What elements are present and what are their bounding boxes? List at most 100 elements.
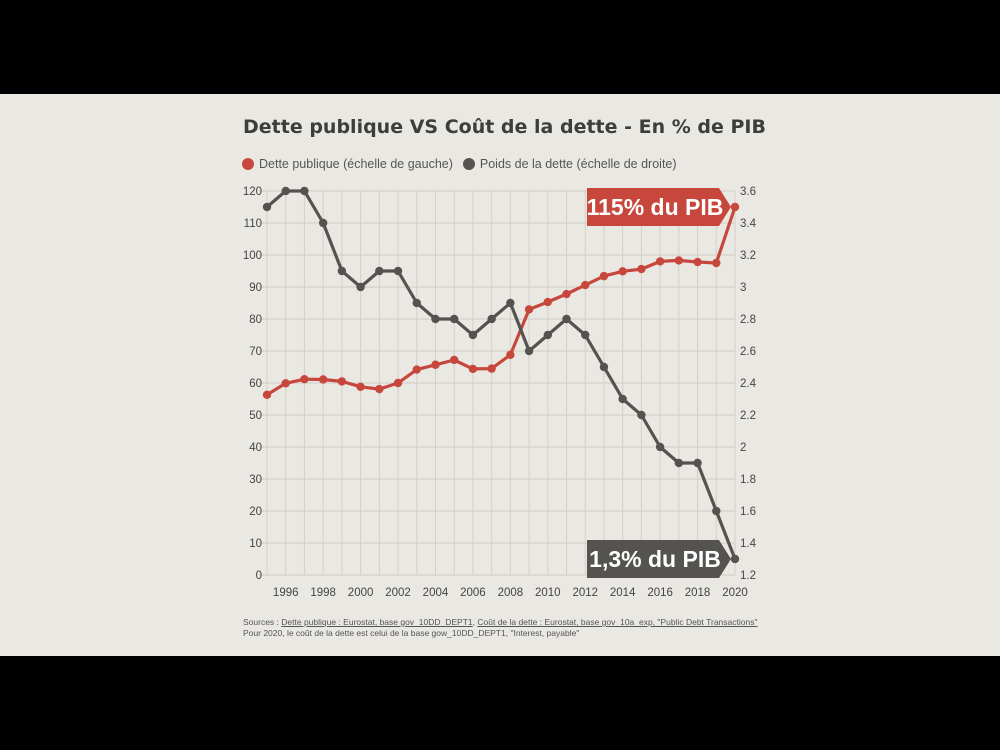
y-left-tick-label: 60 — [249, 378, 262, 390]
x-tick-label: 2018 — [685, 587, 711, 599]
sources-2020-note: Pour 2020, le coût de la dette est celui… — [243, 628, 580, 638]
source-link-dette[interactable]: Dette publique : Eurostat, base gov_10DD… — [281, 617, 473, 627]
x-tick-label: 2002 — [385, 587, 411, 599]
data-point-poids-dette — [674, 458, 684, 468]
data-point-dette-publique — [468, 364, 478, 374]
data-point-poids-dette — [599, 362, 609, 372]
legend-label-dette-publique: Dette publique (échelle de gauche) — [259, 157, 453, 171]
data-point-dette-publique — [730, 202, 740, 212]
data-point-dette-publique — [712, 258, 721, 268]
source-link-cout[interactable]: Coût de la dette : Eurostat, base gov_10… — [477, 617, 758, 627]
data-point-poids-dette — [693, 458, 702, 468]
y-right-tick-label: 2.6 — [740, 346, 756, 358]
data-point-poids-dette — [618, 394, 627, 404]
data-point-poids-dette — [300, 186, 309, 196]
legend-dot-grey — [462, 158, 475, 170]
data-point-poids-dette — [356, 282, 365, 292]
data-point-poids-dette — [655, 442, 665, 452]
series-line-dette-publique — [265, 205, 737, 397]
data-point-dette-publique — [655, 257, 665, 266]
data-point-dette-publique — [450, 355, 459, 365]
y-left-tick-label: 100 — [243, 250, 262, 262]
sources-line: Sources : Dette publique : Eurostat, bas… — [243, 617, 757, 628]
data-point-dette-publique — [281, 379, 290, 388]
data-point-dette-publique — [487, 364, 496, 373]
data-point-poids-dette — [562, 314, 571, 324]
callout-box-poids — [587, 540, 731, 578]
data-point-poids-dette — [730, 554, 740, 564]
sources-note: Sources : Dette publique : Eurostat, bas… — [243, 617, 757, 639]
callout-label-dette: 115% du PIB — [587, 194, 724, 220]
data-point-poids-dette — [637, 410, 646, 420]
data-point-dette-publique — [393, 378, 403, 388]
data-point-dette-publique — [375, 384, 384, 394]
data-point-poids-dette — [487, 314, 496, 324]
data-point-dette-publique — [637, 264, 646, 274]
data-point-dette-publique — [543, 297, 552, 307]
data-point-poids-dette — [375, 266, 384, 276]
y-right-tick-label: 3.6 — [740, 186, 756, 198]
data-point-dette-publique — [506, 350, 515, 360]
series-line-poids-dette — [265, 189, 737, 561]
sources-prefix: Sources : — [243, 617, 282, 627]
y-left-tick-label: 110 — [244, 218, 262, 230]
y-left-tick-label: 0 — [256, 570, 262, 582]
x-tick-label: 2004 — [423, 587, 449, 599]
data-point-poids-dette — [506, 298, 515, 308]
data-point-dette-publique — [300, 374, 309, 384]
x-tick-label: 2012 — [572, 587, 598, 599]
y-right-tick-label: 1.4 — [740, 538, 757, 550]
data-point-dette-publique — [693, 257, 702, 267]
x-tick-label: 1996 — [273, 587, 299, 599]
data-point-dette-publique — [431, 360, 440, 369]
y-right-tick-label: 1.8 — [740, 474, 756, 486]
y-right-tick-label: 2 — [740, 442, 746, 454]
y-right-tick-label: 2.8 — [740, 314, 756, 326]
chart-title: Dette publique VS Coût de la dette - En … — [243, 116, 766, 138]
y-left-tick-label: 10 — [249, 538, 262, 550]
callout-box-dette — [587, 188, 731, 226]
y-left-tick-label: 90 — [249, 282, 262, 294]
data-point-dette-publique — [524, 305, 534, 314]
y-right-tick-label: 3 — [740, 282, 746, 294]
data-point-dette-publique — [599, 271, 609, 281]
data-point-poids-dette — [450, 314, 459, 324]
legend-label-poids-dette: Poids de la dette (échelle de droite) — [479, 157, 677, 171]
chart-legend: Dette publique (échelle de gauche) Poids… — [242, 157, 687, 171]
y-right-tick-label: 1.2 — [740, 570, 756, 582]
y-right-tick-label: 3.4 — [740, 218, 757, 230]
data-point-poids-dette — [468, 330, 478, 340]
legend-dot-red — [242, 158, 254, 170]
data-point-dette-publique — [356, 382, 365, 392]
data-point-dette-publique — [581, 280, 590, 290]
y-left-tick-label: 20 — [249, 506, 262, 518]
data-point-poids-dette — [712, 506, 721, 516]
y-right-tick-label: 1.6 — [740, 506, 756, 518]
y-left-tick-label: 40 — [249, 442, 262, 454]
data-point-dette-publique — [412, 365, 421, 374]
y-right-tick-label: 2.4 — [740, 378, 757, 390]
x-tick-label: 2000 — [348, 587, 374, 599]
data-point-poids-dette — [412, 298, 421, 308]
data-point-dette-publique — [318, 375, 328, 384]
data-point-dette-publique — [337, 377, 347, 386]
y-left-tick-label: 30 — [249, 474, 262, 486]
data-point-dette-publique — [262, 390, 272, 400]
y-right-tick-label: 2.2 — [740, 410, 756, 422]
data-point-poids-dette — [262, 202, 272, 212]
x-tick-label: 2016 — [647, 587, 673, 599]
legend-item-dette-publique: Dette publique (échelle de gauche) — [242, 157, 453, 171]
y-right-tick-label: 3.2 — [740, 250, 756, 262]
data-point-poids-dette — [543, 330, 552, 340]
x-tick-label: 2020 — [722, 587, 748, 599]
data-point-poids-dette — [431, 314, 440, 324]
data-point-dette-publique — [674, 256, 684, 265]
chart-svg: 0 1.2 10 1.4 20 1.6 30 1.8 40 2 50 2.2 60 2.4 70 2.6 80 2… — [243, 186, 757, 599]
x-tick-label: 2008 — [498, 587, 524, 599]
x-tick-label: 2014 — [610, 587, 636, 599]
data-point-poids-dette — [581, 330, 590, 340]
x-tick-label: 2010 — [535, 587, 561, 599]
y-left-tick-label: 80 — [249, 314, 262, 326]
y-left-tick-label: 50 — [249, 410, 262, 422]
sources-separator: , — [472, 617, 478, 627]
